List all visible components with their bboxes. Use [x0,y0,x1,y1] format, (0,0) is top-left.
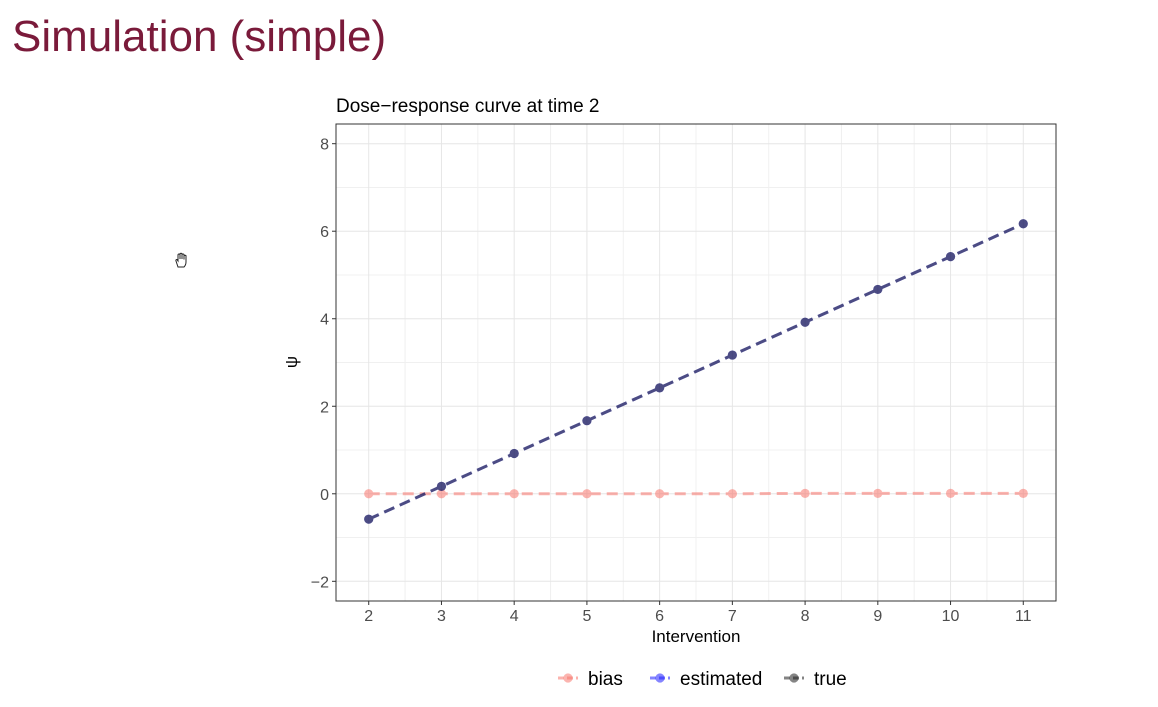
point-true [436,481,447,491]
legend-label: bias [588,669,623,690]
point-bias [945,488,956,498]
legend-label: estimated [680,669,762,690]
x-tick-label: 11 [1015,608,1032,625]
point-bias [655,489,665,499]
point-true [800,317,810,327]
point-bias [436,489,447,499]
slide-title: Simulation (simple) [12,12,387,61]
point-bias [727,489,737,499]
series-bias [364,488,1028,499]
y-tick-label: −2 [311,574,329,591]
plot-panel-border [335,123,1057,602]
legend-key-point [563,673,573,683]
x-tick-label: 5 [582,608,591,625]
legend-label: true [814,669,847,690]
point-bias [873,488,883,498]
minor-gridlines [336,124,1056,601]
legend-item-bias: bias [558,669,623,690]
x-tick-label: 10 [942,608,960,625]
y-tick-label: 0 [320,487,329,504]
point-true [1018,219,1028,229]
point-bias [1018,488,1028,498]
point-bias [800,488,810,498]
legend-item-estimated: estimated [650,669,762,690]
series-true [364,219,1028,524]
point-true [873,284,883,295]
x-axis: 2 3 4 5 6 7 8 9 10 11 [364,601,1032,625]
legend-key-point [655,673,665,683]
y-axis-title: ψ [282,356,301,368]
y-tick-label: 2 [320,399,329,416]
x-tick-label: 8 [801,608,810,625]
y-tick-label: 4 [320,312,329,329]
point-true [945,251,956,262]
point-true [364,514,374,524]
chart-title: Dose−response curve at time 2 [336,96,600,117]
y-axis: −2 0 2 4 6 8 [311,137,336,591]
point-true [582,416,592,426]
y-tick-label: 6 [320,224,329,241]
x-tick-label: 4 [510,608,519,625]
x-tick-label: 7 [728,608,737,625]
series-layer [364,219,1028,524]
major-gridlines [336,124,1056,601]
point-true [509,448,519,459]
legend-key-point [789,673,799,683]
point-bias [364,489,374,499]
point-bias [582,489,592,499]
x-tick-label: 2 [364,608,373,625]
point-true [655,383,665,393]
x-tick-label: 3 [437,608,446,625]
point-bias [509,489,519,499]
x-tick-label: 9 [873,608,882,625]
x-tick-label: 6 [655,608,664,625]
y-tick-label: 8 [320,137,329,154]
legend-item-true: true [784,669,847,690]
hand-cursor-icon [175,252,187,268]
x-axis-title: Intervention [652,627,741,646]
legend: bias estimated true [558,669,847,690]
point-true [727,350,737,360]
series-line-true [368,222,1024,521]
